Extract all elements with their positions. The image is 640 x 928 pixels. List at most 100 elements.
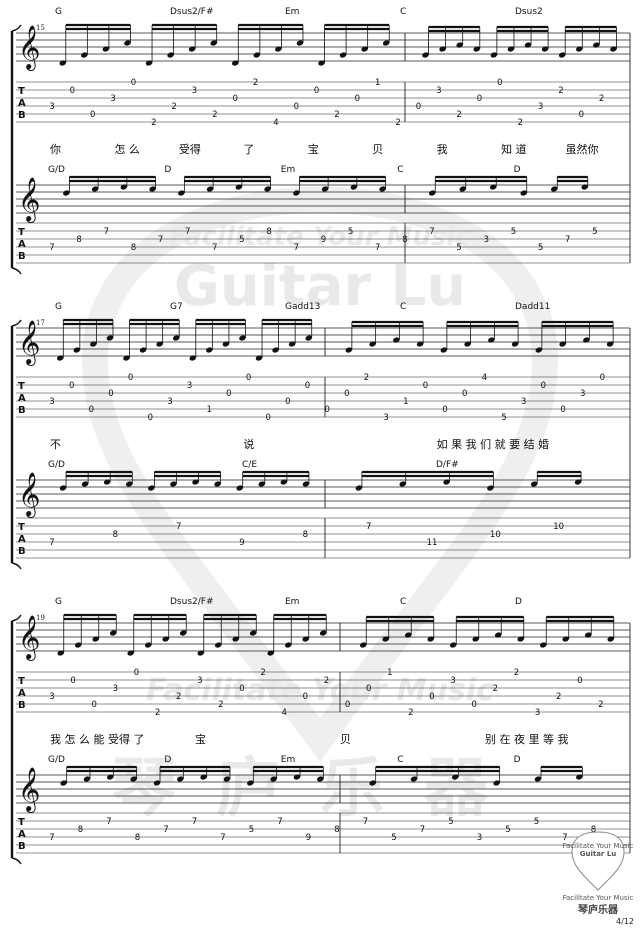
note-head	[63, 190, 70, 196]
note-head	[127, 650, 135, 656]
s0-tab-lower-number: 5	[538, 243, 543, 253]
note-head	[517, 636, 525, 642]
s2-tab-upper-number: 0	[366, 684, 371, 694]
s0-lower-tab-key-t: T	[18, 227, 25, 238]
s0-lower-notes-m1	[63, 175, 387, 196]
s1-tab-upper-number: 0	[148, 413, 153, 423]
note-head	[192, 479, 199, 485]
s2-chord-upper: D	[515, 597, 522, 607]
note-head	[156, 341, 163, 347]
note-head	[575, 46, 583, 52]
s0-tab-lower-number: 7	[185, 227, 190, 237]
s2-tab-upper-number: 3	[535, 708, 540, 718]
s1-upper-tab-key-t: T	[18, 381, 25, 392]
s2-tab-upper-number: 2	[324, 676, 329, 686]
s0-chord-lower: C	[397, 165, 403, 175]
s1-chord-lower: D/F#	[436, 460, 459, 470]
s2-tab-lower-number: 9	[306, 833, 311, 843]
s2-system-bracket-bottom-hook	[11, 857, 22, 865]
note-head	[339, 52, 347, 58]
s1-lyric: 说	[243, 437, 254, 451]
note-head	[272, 347, 279, 353]
s0-tab-upper-number: 0	[233, 94, 238, 104]
note-head	[416, 341, 424, 347]
s0-chord-upper: Dsus2	[515, 7, 543, 17]
s1-tab-upper-number: 0	[305, 381, 310, 391]
s2-tab-upper-number: 2	[598, 700, 603, 710]
note-head	[583, 337, 590, 343]
s1-tab-upper-number: 0	[600, 373, 605, 383]
note-head	[350, 184, 358, 190]
s0-tab-upper-number: 3	[49, 102, 54, 112]
note-head	[210, 40, 218, 46]
s0-tab-lower-number: 5	[456, 243, 461, 253]
note-head	[172, 335, 180, 341]
s0-lower-notes-m2	[428, 175, 589, 196]
s2-tab-upper-number: 2	[556, 692, 561, 702]
s0-tab-upper-number: 2	[151, 118, 156, 128]
s2-tab-upper-number: 2	[514, 668, 519, 678]
s0-upper-tab-key-t: T	[18, 86, 25, 97]
s2-tab-upper-number: 0	[345, 700, 350, 710]
s0-tab-upper-number: 2	[558, 86, 563, 96]
s2-tab-lower-number: 8	[591, 825, 596, 835]
s1-tab-upper-number: 0	[442, 405, 447, 415]
s0-tab-upper-number: 0	[355, 94, 360, 104]
s0-upper-tab-key-b: B	[18, 110, 26, 121]
note-head	[399, 481, 407, 487]
s0-tab-lower-number: 3	[484, 235, 489, 245]
s2-tab-lower-number: 8	[334, 825, 339, 835]
s1-tab-upper-number: 0	[128, 373, 133, 383]
s1-tab-lower-number: 8	[113, 530, 118, 540]
note-head	[439, 46, 446, 52]
s0-tab-upper-number: 2	[456, 110, 461, 120]
note-head	[249, 630, 257, 636]
s2-lower-tab-key-a: A	[18, 829, 26, 840]
note-head	[103, 479, 111, 485]
s0-tab-upper-number: 3	[110, 94, 115, 104]
watermark-text-2: Guitar Lu	[174, 254, 466, 319]
s2-tab-lower-number: 5	[505, 825, 510, 835]
s0-chord-lower: G/D	[48, 165, 65, 175]
s2-chord-lower: G/D	[48, 755, 65, 765]
s2-tab-lower-number: 5	[249, 825, 254, 835]
note-head	[139, 347, 147, 353]
s2-tab-lower-number: 7	[363, 817, 368, 827]
s2-tab-lower-number: 3	[477, 833, 482, 843]
s1-lower-staff	[16, 479, 630, 509]
s0-tab-upper-number: 2	[253, 78, 258, 88]
s2-tab-upper-number: 0	[577, 676, 582, 686]
s0-tab-upper-number: 0	[314, 86, 319, 96]
note-head	[275, 46, 282, 52]
note-head	[59, 485, 67, 491]
note-head	[200, 774, 207, 780]
s2-upper-tab	[16, 671, 630, 713]
note-head	[267, 650, 275, 656]
s1-tab-upper-number: 3	[49, 397, 54, 407]
note-head	[489, 184, 497, 190]
note-head	[296, 40, 304, 46]
s1-tab-upper-number: 3	[383, 413, 388, 423]
s0-tab-lower-number: 5	[592, 227, 597, 237]
s2-tab-lower-number: 7	[49, 833, 54, 843]
note-head	[319, 630, 327, 636]
note-head	[144, 642, 152, 648]
note-head	[178, 190, 185, 196]
note-head	[280, 479, 288, 485]
s0-lower-staff	[16, 184, 630, 214]
s0-tab-lower-number: 5	[239, 235, 244, 245]
s2-chord-lower: Em	[281, 755, 295, 765]
s1-tab-upper-number: 0	[324, 405, 329, 415]
s2-tab-lower-number: 7	[420, 825, 425, 835]
note-head	[177, 776, 184, 782]
s0-chord-upper: Em	[285, 7, 299, 17]
s1-tab-lower-number: 8	[303, 530, 308, 540]
s0-chord-lower: D	[164, 165, 171, 175]
s0-treble-clef-upper: 𝄞	[18, 25, 40, 71]
s2-tab-upper-number: 4	[282, 708, 287, 718]
note-head	[148, 485, 155, 491]
note-head	[293, 774, 301, 780]
note-head	[214, 642, 222, 648]
s0-lyric: 知 道	[501, 142, 526, 156]
s2-tab-upper-number: 2	[493, 684, 498, 694]
